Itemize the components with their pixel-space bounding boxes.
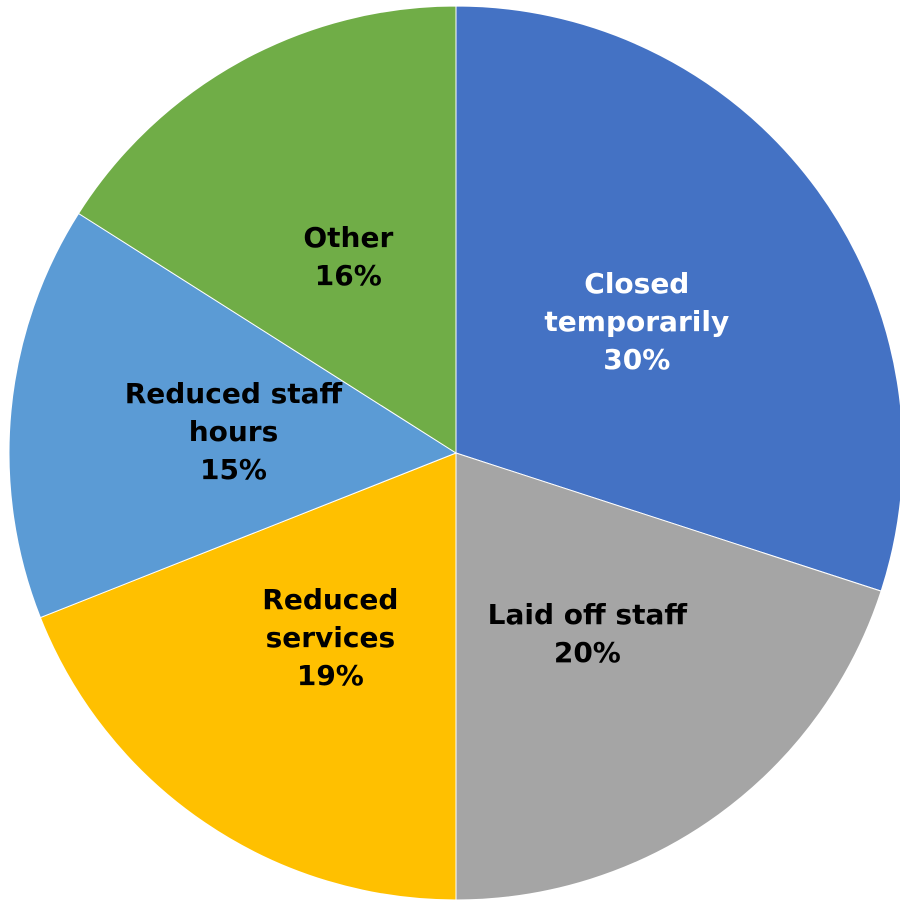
- category-label: Reduced staff hours: [124, 376, 343, 448]
- category-label: Other: [303, 221, 394, 255]
- slice-label: Reduced services 19%: [220, 581, 440, 695]
- pie-slice: [39, 452, 457, 900]
- value-label: 16%: [314, 259, 382, 293]
- pie-slice: [455, 452, 882, 900]
- slice-label: Closed temporarily 30%: [527, 265, 747, 379]
- pie-slice: [455, 5, 900, 592]
- slice-label: Other 16%: [238, 219, 458, 295]
- value-label: 20%: [553, 635, 621, 669]
- value-label: 30%: [603, 342, 671, 376]
- value-label: 19%: [296, 658, 364, 692]
- category-label: Reduced services: [262, 582, 399, 654]
- pie-slice: [8, 212, 458, 619]
- category-label: Laid off staff: [487, 597, 688, 631]
- pie-slice: [77, 5, 457, 454]
- category-label: Closed temporarily: [544, 266, 730, 338]
- value-label: 15%: [199, 452, 267, 486]
- slice-label: Laid off staff 20%: [477, 596, 697, 672]
- slice-label: Reduced staff hours 15%: [123, 375, 343, 489]
